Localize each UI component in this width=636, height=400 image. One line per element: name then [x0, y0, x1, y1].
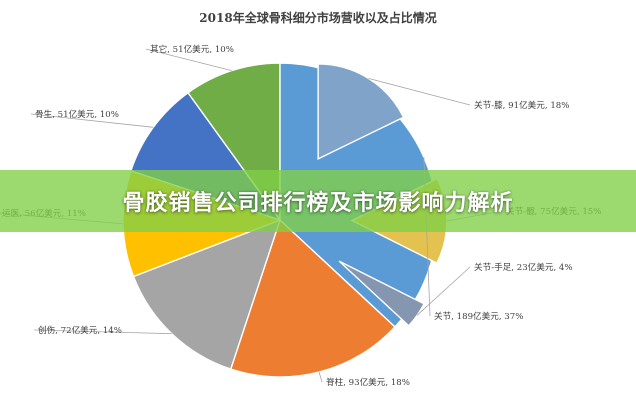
pie-slice [229, 218, 397, 378]
title-banner: 骨胶销售公司排行榜及市场影响力解析 [0, 170, 636, 232]
slice-label: 关节-膝, 91亿美元, 18% [474, 99, 569, 111]
slice-label: 其它, 51亿美元, 10% [150, 43, 234, 55]
slice-label: 关节-手足, 23亿美元, 4% [474, 261, 573, 273]
slice-label: 脊柱, 93亿美元, 18% [326, 376, 410, 388]
chart-title: 2018年全球骨科细分市场营收以及占比情况 [199, 10, 436, 25]
leader-line [318, 371, 323, 383]
leader-line [368, 78, 471, 106]
leader-line [33, 329, 172, 335]
slice-label: 关节, 189亿美元, 37% [434, 310, 523, 322]
leader-line [30, 113, 154, 128]
slice-label: 创伤, 72亿美元, 14% [38, 324, 122, 336]
leader-line [145, 48, 232, 71]
slice-label: 骨生, 51亿美元, 10% [35, 108, 119, 120]
pie-slice [317, 63, 405, 161]
banner-title: 骨胶销售公司排行榜及市场影响力解析 [122, 191, 514, 216]
leader-line [416, 266, 471, 316]
pie-slice [132, 218, 282, 370]
